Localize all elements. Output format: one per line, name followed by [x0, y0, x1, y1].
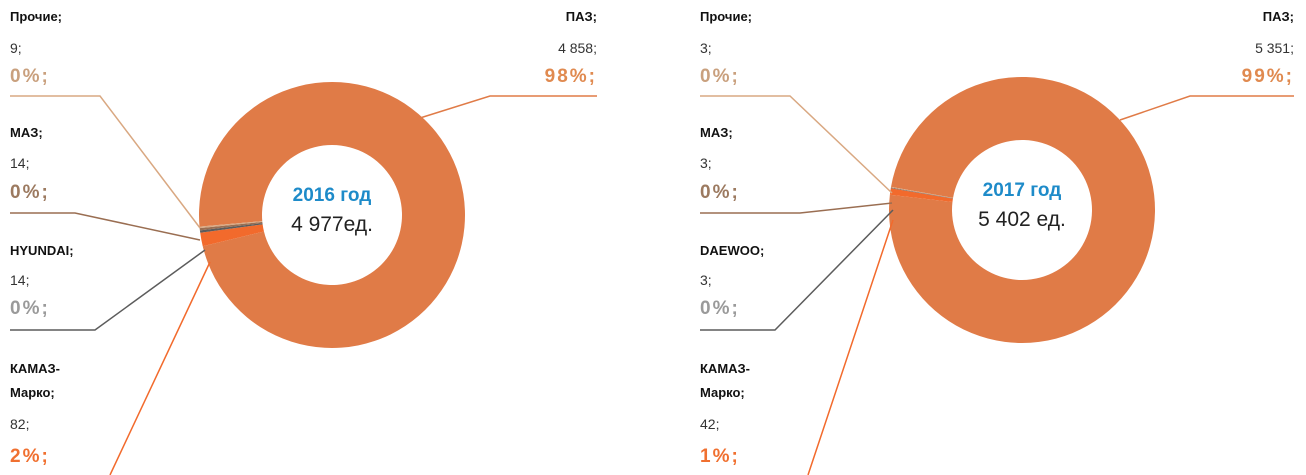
percent-label: 0%;: [700, 182, 740, 203]
leader-line: [109, 261, 211, 475]
category-label: МАЗ;: [10, 125, 43, 140]
pie-slice: [199, 223, 263, 233]
value-label: 14;: [10, 155, 30, 171]
percent-label: 0%;: [700, 298, 740, 319]
value-label: 9;: [10, 40, 22, 56]
leader-line: [10, 212, 201, 241]
value-label: 5 351;: [1255, 40, 1294, 56]
percent-label: 0%;: [700, 66, 740, 87]
category-label: КАМАЗ-Марко;: [700, 361, 751, 400]
pie-slice: [890, 187, 953, 199]
leader-line: [10, 95, 201, 229]
category-label: ПАЗ;: [565, 9, 597, 24]
category-label: КАМАЗ-Марко;: [10, 361, 61, 400]
center-label: 5 402 ед.: [978, 208, 1066, 231]
percent-label: 0%;: [10, 66, 50, 87]
value-label: 82;: [10, 416, 30, 432]
leader-line: [700, 209, 894, 331]
category-label: ПАЗ;: [1262, 9, 1294, 24]
category-label: Прочие;: [700, 9, 752, 24]
percent-label: 2%;: [10, 446, 50, 467]
center-title: 2016 год: [293, 185, 372, 206]
leader-line: [1119, 95, 1294, 121]
center-title: 2017 год: [983, 180, 1062, 201]
pie-slice: [889, 76, 1156, 343]
pie-slice: [200, 224, 264, 247]
category-label: HYUNDAI;: [10, 243, 74, 258]
pie-slice: [199, 221, 263, 231]
value-label: 3;: [700, 272, 712, 288]
value-label: 3;: [700, 40, 712, 56]
value-label: 4 858;: [558, 40, 597, 56]
pie-slice: [890, 186, 954, 199]
percent-label: 99%;: [1241, 66, 1294, 87]
leader-line: [807, 219, 894, 475]
pie-slice: [889, 188, 953, 202]
leader-line: [700, 202, 893, 214]
category-label: DAEWOO;: [700, 243, 765, 258]
leader-line: [700, 95, 893, 194]
category-label: Прочие;: [10, 9, 62, 24]
leader-line: [10, 249, 206, 331]
percent-label: 98%;: [544, 66, 597, 87]
leader-line: [419, 95, 597, 119]
pie-slice: [198, 81, 466, 348]
value-label: 3;: [700, 155, 712, 171]
value-label: 42;: [700, 416, 720, 432]
percent-label: 1%;: [700, 446, 740, 467]
percent-label: 0%;: [10, 182, 50, 203]
pie-slice: [199, 221, 263, 229]
value-label: 14;: [10, 272, 30, 288]
center-label: 4 977ед.: [291, 213, 373, 236]
pie-slice: [890, 187, 954, 199]
percent-label: 0%;: [10, 298, 50, 319]
category-label: МАЗ;: [700, 125, 733, 140]
